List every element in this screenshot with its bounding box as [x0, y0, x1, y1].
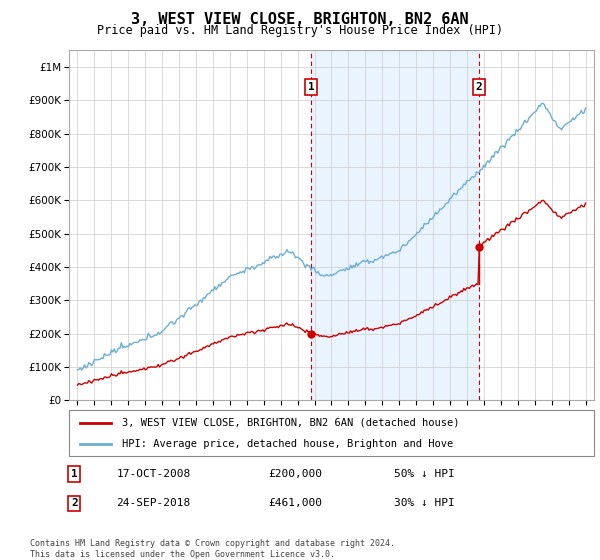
Text: 3, WEST VIEW CLOSE, BRIGHTON, BN2 6AN (detached house): 3, WEST VIEW CLOSE, BRIGHTON, BN2 6AN (d…	[121, 418, 459, 428]
Text: 17-OCT-2008: 17-OCT-2008	[116, 469, 191, 479]
Text: 2: 2	[476, 82, 482, 92]
Text: 1: 1	[308, 82, 314, 92]
Text: £461,000: £461,000	[269, 498, 323, 508]
Text: £200,000: £200,000	[269, 469, 323, 479]
Bar	[311, 50, 479, 400]
Text: HPI: Average price, detached house, Brighton and Hove: HPI: Average price, detached house, Brig…	[121, 439, 453, 449]
Text: Contains HM Land Registry data © Crown copyright and database right 2024.
This d: Contains HM Land Registry data © Crown c…	[30, 539, 395, 559]
Text: Price paid vs. HM Land Registry's House Price Index (HPI): Price paid vs. HM Land Registry's House …	[97, 24, 503, 36]
Text: 1: 1	[71, 469, 77, 479]
Text: 50% ↓ HPI: 50% ↓ HPI	[395, 469, 455, 479]
Text: 2: 2	[71, 498, 77, 508]
FancyBboxPatch shape	[69, 410, 594, 456]
Text: 3, WEST VIEW CLOSE, BRIGHTON, BN2 6AN: 3, WEST VIEW CLOSE, BRIGHTON, BN2 6AN	[131, 12, 469, 27]
Text: 30% ↓ HPI: 30% ↓ HPI	[395, 498, 455, 508]
Text: 24-SEP-2018: 24-SEP-2018	[116, 498, 191, 508]
